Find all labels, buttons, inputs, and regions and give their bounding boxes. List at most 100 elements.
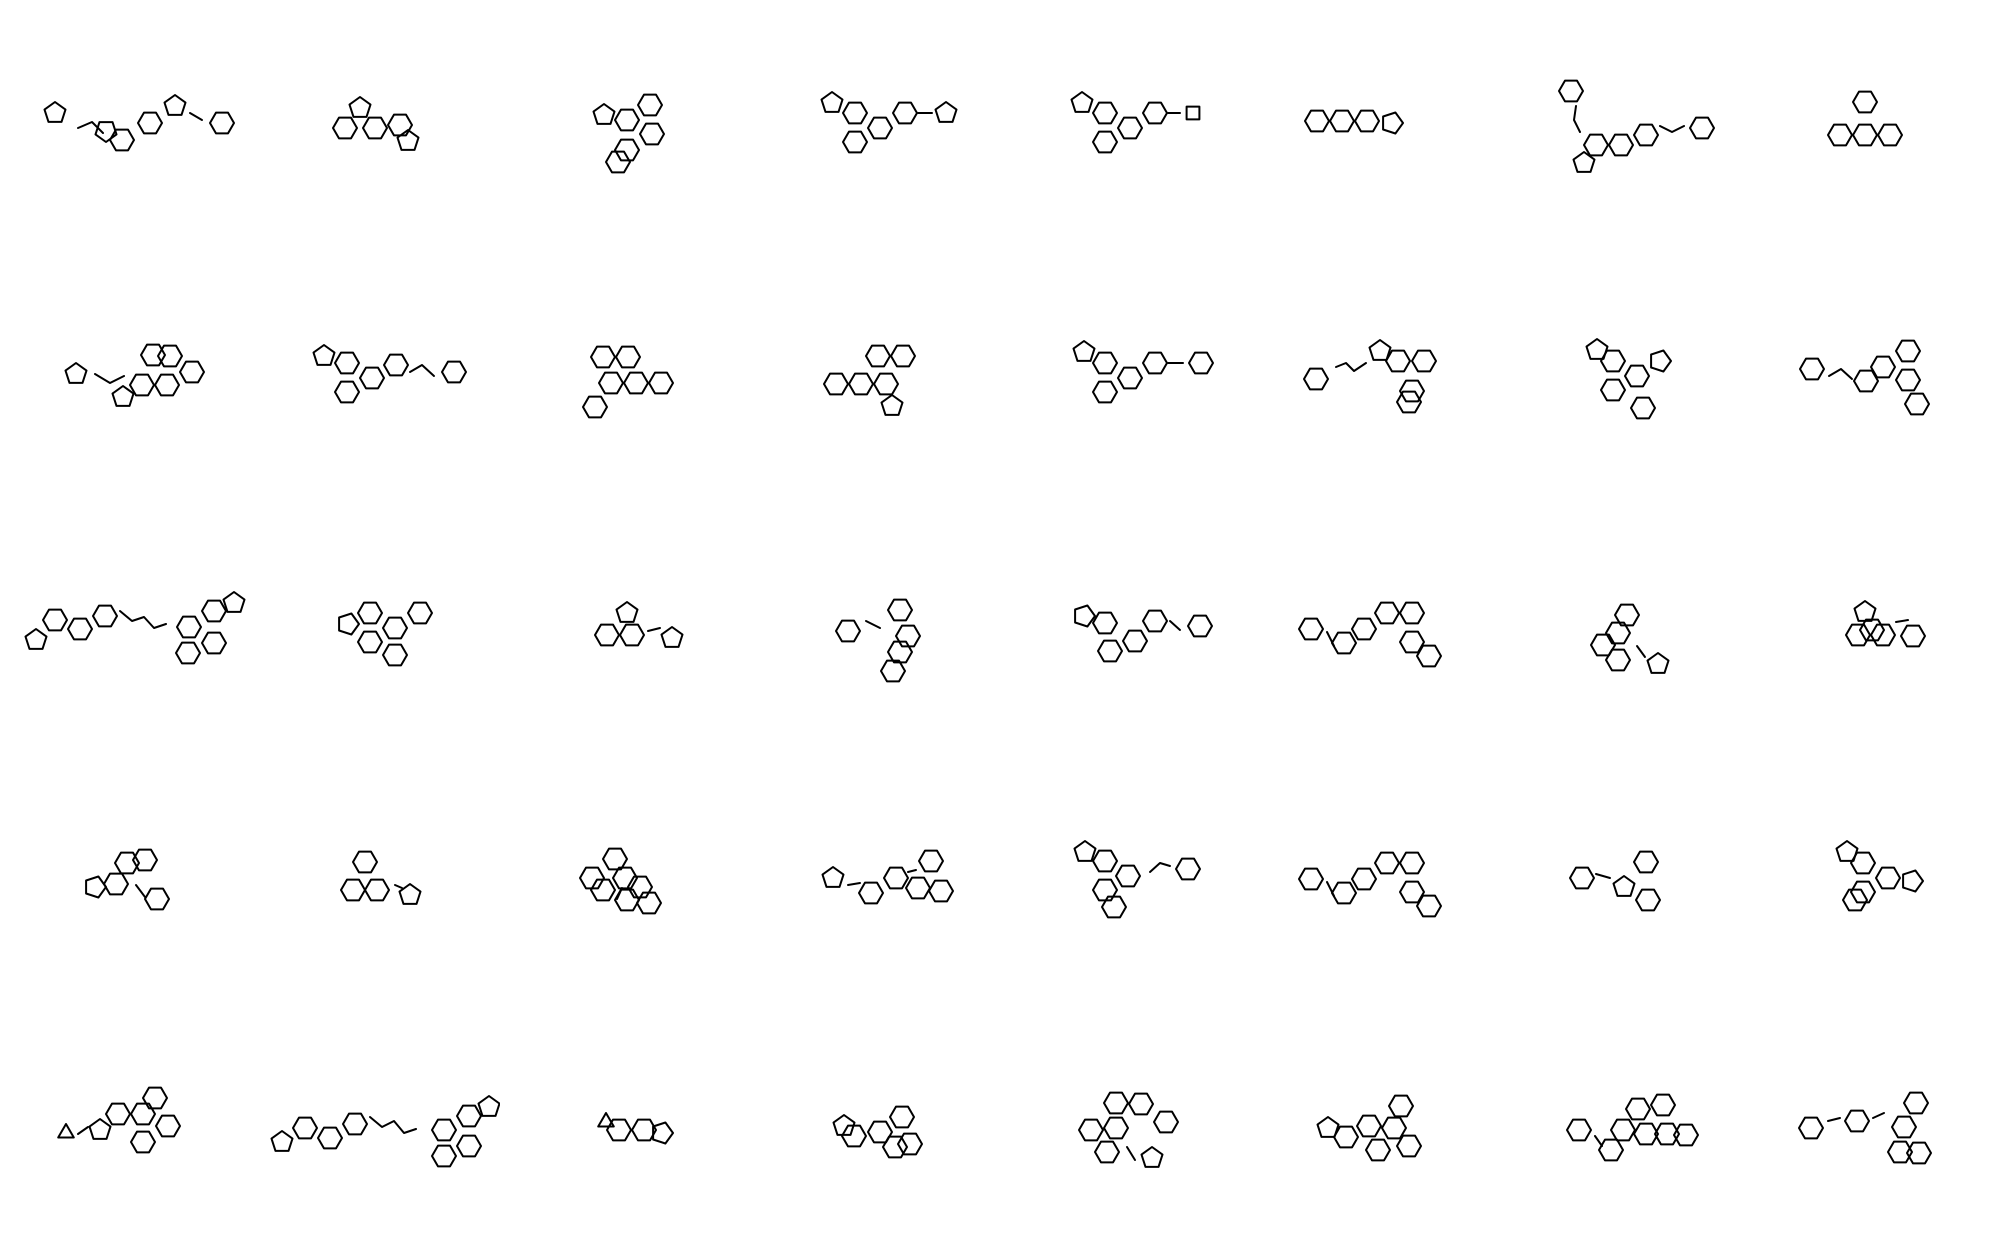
hexagon-ring [1351,617,1377,641]
hexagon-ring [590,345,616,369]
hexagon-ring [1895,339,1921,363]
hexagon-ring [1633,850,1659,874]
hexagon-ring [1333,1125,1359,1149]
hexagon-ring [109,128,135,152]
hexagon-ring [887,640,913,664]
alkyl-chain-bond [394,884,403,889]
molecule-structure [821,849,954,905]
molecule-structure [1835,840,1924,912]
hexagon-ring [918,849,944,873]
molecule-r2-c8 [1750,250,2000,500]
hexagon-ring [842,130,868,154]
hexagon-ring [1331,631,1357,655]
hexagon-ring [1092,878,1118,902]
hexagon-ring [1416,894,1442,918]
hexagon-ring [1175,857,1201,881]
molecule-r3-c4 [750,500,1000,750]
hexagon-ring [1399,379,1425,403]
pentagon-ring [398,883,422,905]
molecule-r3-c8 [1750,500,2000,750]
hexagon-ring [1799,357,1825,381]
hexagon-ring [1117,116,1143,140]
molecule-r1-c6 [1250,0,1500,250]
hexagon-ring [1374,851,1400,875]
pentagon-ring [1368,339,1392,361]
hexagon-ring [605,150,631,174]
hexagon-ring [155,1114,181,1138]
hexagon-ring [1331,881,1357,905]
hexagon-ring [636,891,662,915]
hexagon-ring [1142,101,1168,125]
pentagon-ring [94,121,118,143]
pentagon-ring [832,1114,856,1136]
hexagon-ring [639,122,665,146]
hexagon-ring [873,372,899,396]
hexagon-ring [1903,1091,1929,1115]
alkyl-chain-bond [189,112,203,121]
hexagon-ring [1630,396,1656,420]
hexagon-ring [1877,123,1903,147]
hexagon-ring [928,879,954,903]
hexagon-ring [1188,351,1214,375]
hexagon-ring [1600,349,1626,373]
molecule-structure [820,91,958,154]
hexagon-ring [614,138,640,162]
hexagon-ring [1153,1110,1179,1134]
molecule-r2-c5 [1000,250,1250,500]
hexagon-ring [1650,1093,1676,1117]
molecule-r4-c3 [500,750,750,1000]
alkyl-chain-bond [1126,1146,1136,1161]
molecule-structure [1799,339,1930,416]
molecule-r2-c2 [250,250,500,500]
hexagon-ring [129,373,155,397]
hexagon-ring [1895,368,1921,392]
hexagon-ring [1605,621,1631,645]
alkyl-chain-bond [847,882,861,886]
hexagon-ring [880,659,906,683]
hexagon-ring [130,1130,156,1154]
hexagon-ring [387,113,413,137]
alkyl-chain-bond [1636,645,1646,658]
pentagon-ring [1835,840,1859,862]
hexagon-ring [889,1105,915,1129]
hexagon-ring [1904,392,1930,416]
molecule-r5-c6 [1250,1000,1500,1250]
hexagon-ring [867,116,893,140]
alkyl-chain-bond [1827,1117,1841,1122]
pentagon-ring [348,96,372,118]
hexagon-ring [130,1102,156,1126]
pentagon-ring [615,601,639,623]
hexagon-ring [1635,888,1661,912]
molecule-structure [57,1086,181,1154]
molecule-r3-c1 [0,500,250,750]
alkyl-chain-bond [907,869,917,873]
hexagon-ring [1608,133,1634,157]
molecule-structure [1845,600,1926,648]
hexagon-ring [340,878,366,902]
hexagon-ring [342,1112,368,1136]
hexagon-ring [882,1135,908,1159]
alkyl-chain-bond [1828,368,1853,380]
hexagon-ring [352,850,378,874]
hexagon-ring [1566,1118,1592,1142]
hexagon-ring [892,101,918,125]
pentagon-ring [163,94,187,116]
hexagon-ring [1906,1141,1932,1165]
hexagon-ring [1875,866,1901,890]
hexagon-ring [334,380,360,404]
pentagon-ring [1650,349,1672,373]
hexagon-ring [359,366,385,390]
pentagon-ring [312,344,336,366]
hexagon-ring [114,851,140,875]
hexagon-ring [456,1134,482,1158]
hexagon-ring [1103,1116,1129,1140]
hexagon-ring [1859,618,1885,642]
hexagon-ring [431,1118,457,1142]
hexagon-ring [1689,116,1715,140]
pentagon-ring [820,91,844,113]
hexagon-ring [897,1132,923,1156]
hexagon-ring [598,371,624,395]
hexagon-ring [1092,130,1118,154]
alkyl-chain-bond [1169,620,1181,631]
